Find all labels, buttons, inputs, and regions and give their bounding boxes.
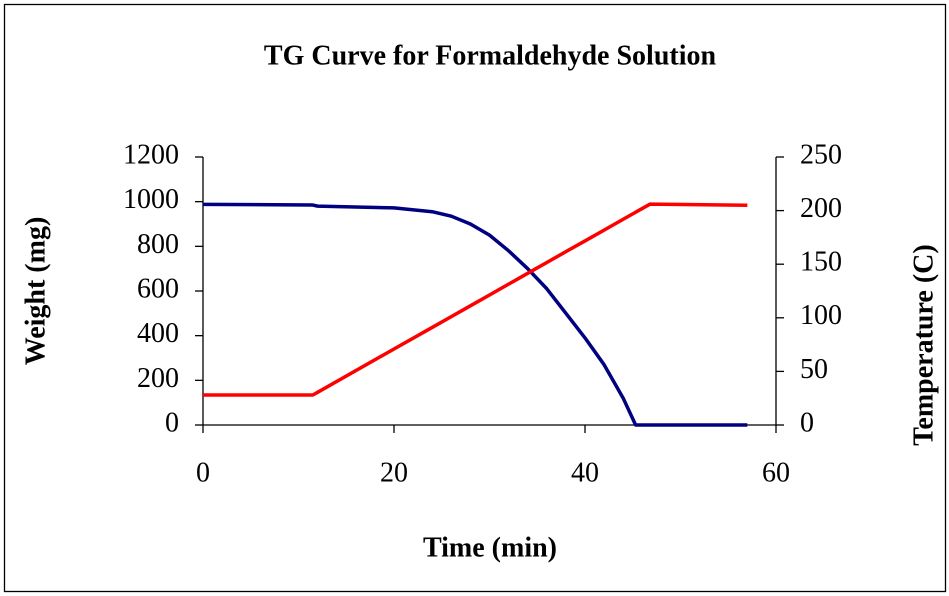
y-tick-label: 200	[137, 363, 179, 394]
y-tick-label: 400	[137, 318, 179, 349]
chart-title: TG Curve for Formaldehyde Solution	[264, 40, 717, 71]
y-tick-label: 600	[137, 273, 179, 304]
y2-tick-label: 150	[800, 247, 842, 278]
y-tick-label: 1200	[123, 139, 179, 170]
x-tick-label: 0	[196, 457, 210, 488]
y2-tick-label: 0	[800, 407, 814, 438]
y2-tick-label: 200	[800, 193, 842, 224]
x-tick-label: 20	[380, 457, 408, 488]
x-tick-label: 60	[762, 457, 790, 488]
data-line	[203, 202, 748, 397]
x-tick-label: 40	[571, 457, 599, 488]
y-axis-title: Weight (mg)	[20, 217, 51, 366]
y2-tick-label: 100	[800, 300, 842, 331]
y2-tick-label: 50	[800, 354, 828, 385]
y-tick-label: 1000	[123, 184, 179, 215]
y2-tick-label: 250	[800, 139, 842, 170]
y-tick-label: 0	[165, 407, 179, 438]
y-tick-label: 800	[137, 229, 179, 260]
y2-axis-title: Temperature (C)	[908, 244, 939, 445]
chart-frame	[3, 3, 947, 593]
x-axis-title: Time (min)	[423, 532, 557, 563]
data-line	[202, 202, 748, 427]
